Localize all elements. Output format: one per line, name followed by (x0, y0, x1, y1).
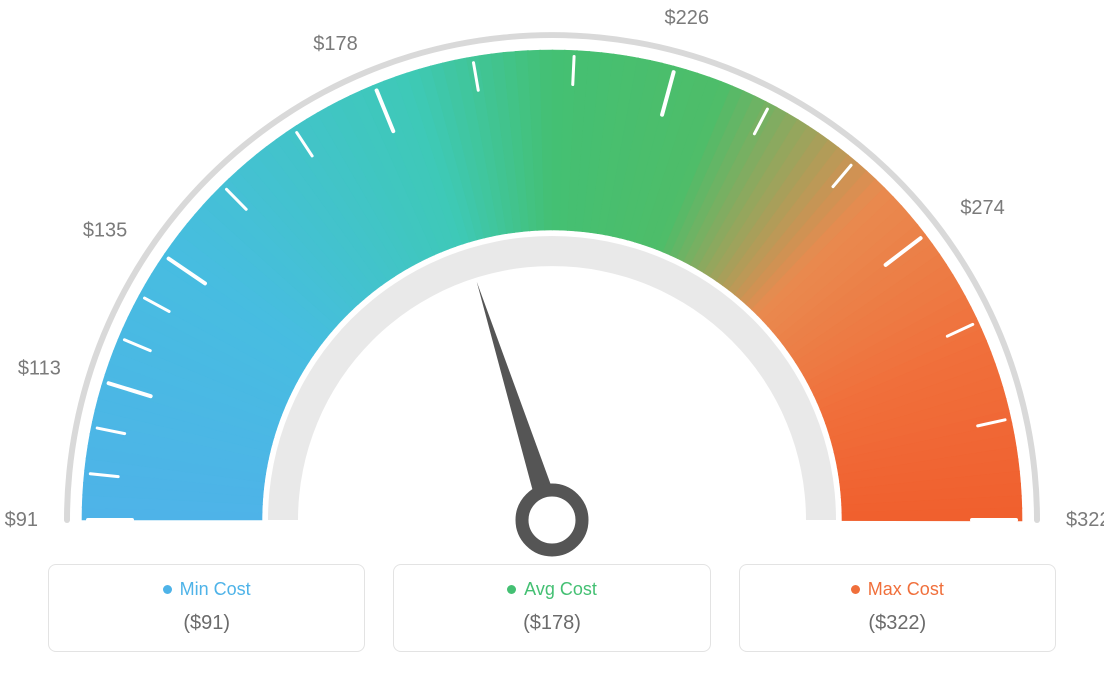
svg-text:$178: $178 (313, 33, 358, 55)
svg-text:$274: $274 (960, 197, 1005, 219)
svg-text:$113: $113 (18, 357, 61, 379)
min-cost-label: Min Cost (180, 579, 251, 600)
max-cost-label: Max Cost (868, 579, 944, 600)
max-cost-value: ($322) (750, 612, 1045, 635)
max-cost-card: Max Cost ($322) (739, 564, 1056, 652)
summary-cards: Min Cost ($91) Avg Cost ($178) Max Cost … (0, 564, 1104, 652)
svg-text:$135: $135 (83, 219, 128, 241)
avg-dot-icon (507, 585, 516, 594)
svg-text:$226: $226 (664, 7, 709, 29)
max-cost-label-row: Max Cost (750, 579, 1045, 600)
max-dot-icon (851, 585, 860, 594)
svg-text:$91: $91 (5, 509, 38, 531)
min-cost-card: Min Cost ($91) (48, 564, 365, 652)
avg-cost-label: Avg Cost (524, 579, 597, 600)
min-cost-label-row: Min Cost (59, 579, 354, 600)
gauge-svg: $91 $113 $135 $178 $226 $274 $322 (0, 0, 1104, 560)
min-cost-value: ($91) (59, 612, 354, 635)
avg-cost-card: Avg Cost ($178) (393, 564, 710, 652)
avg-cost-value: ($178) (404, 612, 699, 635)
cost-gauge: $91 $113 $135 $178 $226 $274 $322 (0, 0, 1104, 560)
avg-cost-label-row: Avg Cost (404, 579, 699, 600)
min-dot-icon (163, 585, 172, 594)
svg-text:$322: $322 (1066, 509, 1104, 531)
